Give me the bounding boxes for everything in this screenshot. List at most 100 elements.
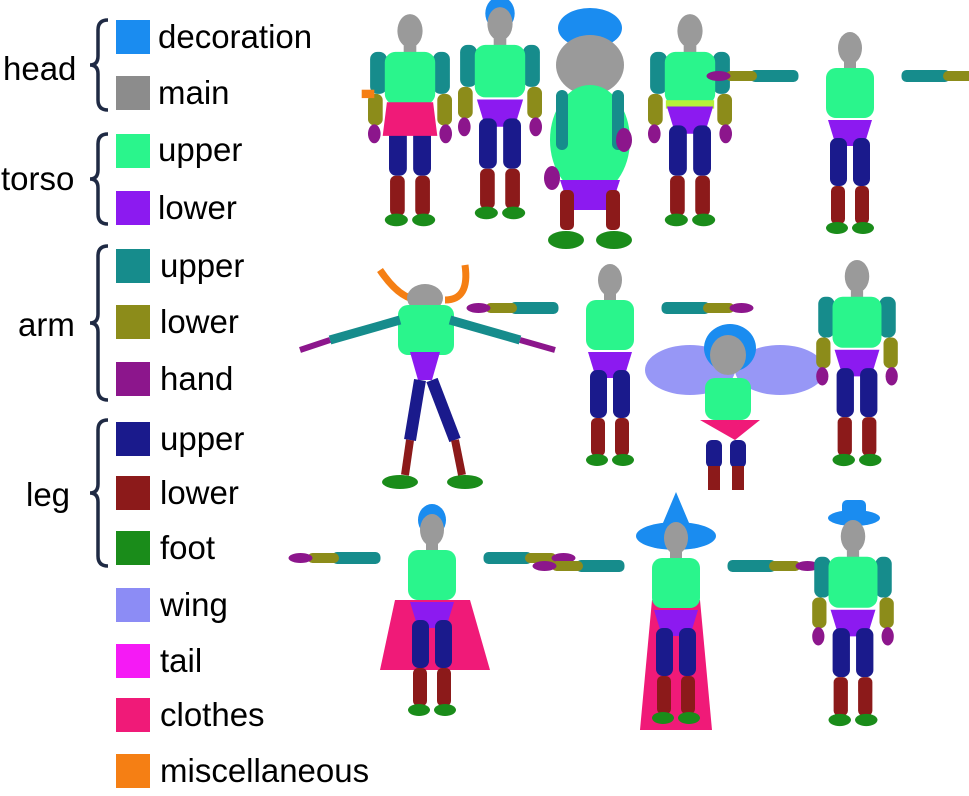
group-label-leg: leg bbox=[26, 476, 71, 513]
head bbox=[556, 35, 624, 95]
upper-arm-left bbox=[510, 302, 559, 314]
upper-leg-left bbox=[404, 379, 426, 441]
hand-right bbox=[795, 561, 820, 571]
lower-leg-right bbox=[615, 418, 629, 456]
hand-right bbox=[729, 303, 754, 313]
horn-right bbox=[444, 264, 470, 304]
hand-right bbox=[885, 367, 898, 386]
upper-leg-right bbox=[730, 440, 746, 468]
lower-arm-right bbox=[943, 71, 969, 81]
neck bbox=[403, 45, 417, 54]
lower-leg-left bbox=[833, 677, 848, 716]
swatch-wing bbox=[116, 588, 150, 622]
head bbox=[487, 7, 513, 41]
lower-leg-left bbox=[401, 439, 414, 476]
lower-leg-left bbox=[837, 417, 852, 456]
lower-leg-left bbox=[708, 466, 720, 490]
hand-left bbox=[648, 124, 661, 144]
character-6 bbox=[299, 264, 556, 489]
upper-torso bbox=[550, 85, 630, 195]
foot-right bbox=[692, 213, 716, 227]
upper-torso bbox=[398, 305, 454, 355]
head bbox=[677, 14, 703, 48]
foot-left bbox=[548, 231, 584, 249]
swatch-torso-lower bbox=[116, 191, 150, 225]
misc-item bbox=[361, 89, 375, 99]
foot-right bbox=[502, 206, 526, 220]
neck bbox=[844, 62, 856, 70]
upper-torso bbox=[586, 300, 634, 350]
lower-leg-left bbox=[591, 418, 605, 456]
upper-leg-right bbox=[435, 620, 452, 668]
hand-left bbox=[816, 367, 829, 386]
upper-arm-left bbox=[328, 315, 402, 345]
swatch-leg-foot bbox=[116, 531, 150, 565]
upper-torso bbox=[384, 51, 436, 105]
upper-torso bbox=[832, 296, 882, 348]
neck bbox=[670, 552, 682, 560]
foot-left bbox=[832, 453, 855, 467]
swatch-clothes bbox=[116, 698, 150, 732]
swatch-torso-upper bbox=[116, 134, 150, 168]
lower-leg-right bbox=[606, 190, 620, 230]
lower-leg-right bbox=[451, 439, 466, 476]
head-decoration bbox=[558, 8, 622, 48]
hand-left bbox=[458, 117, 471, 137]
label-head-decoration: decoration bbox=[158, 18, 313, 55]
character-11 bbox=[288, 504, 576, 716]
foot-left bbox=[826, 222, 848, 234]
hat-top-decoration bbox=[842, 500, 866, 518]
lower-arm-right bbox=[883, 337, 898, 369]
lower-leg-right bbox=[681, 676, 695, 714]
label-head-main: main bbox=[158, 74, 230, 111]
lower-arm-left bbox=[725, 71, 757, 81]
character-5 bbox=[706, 32, 969, 234]
lower-leg-right bbox=[437, 668, 451, 706]
upper-torso bbox=[705, 378, 751, 420]
hand-right bbox=[529, 117, 542, 137]
upper-leg-left bbox=[830, 138, 847, 186]
upper-torso bbox=[652, 558, 700, 608]
lower-leg-left bbox=[670, 175, 685, 216]
upper-leg-right bbox=[693, 125, 711, 176]
label-leg-foot: foot bbox=[160, 529, 216, 566]
head bbox=[844, 260, 870, 293]
character-3 bbox=[544, 8, 632, 249]
neck bbox=[493, 38, 507, 47]
upper-arm-left bbox=[814, 556, 831, 598]
lower-arm-left bbox=[368, 93, 383, 126]
hand-right bbox=[881, 627, 894, 646]
lower-arm-right bbox=[717, 93, 732, 126]
lower-arm-left bbox=[551, 561, 583, 571]
character-15 bbox=[812, 520, 894, 727]
upper-leg-right bbox=[860, 368, 878, 418]
upper-arm-left bbox=[650, 51, 667, 94]
upper-leg-right bbox=[856, 628, 874, 678]
swatch-miscellaneous bbox=[116, 754, 150, 788]
upper-torso bbox=[408, 550, 456, 600]
brace-arm bbox=[88, 244, 110, 402]
upper-leg-left bbox=[412, 620, 429, 668]
upper-leg-right bbox=[613, 370, 630, 418]
lower-leg-left bbox=[413, 668, 427, 706]
upper-arm-right bbox=[448, 315, 522, 345]
upper-arm-right bbox=[433, 51, 450, 94]
foot-left bbox=[384, 213, 408, 227]
label-torso-upper: upper bbox=[158, 131, 243, 168]
lower-arm-left bbox=[648, 93, 663, 126]
group-label-arm: arm bbox=[18, 306, 75, 343]
swatch-tail bbox=[116, 644, 150, 678]
label-miscellaneous: miscellaneous bbox=[160, 752, 370, 789]
lower-arm-left bbox=[816, 337, 831, 369]
group-label-head: head bbox=[3, 50, 77, 87]
upper-torso bbox=[826, 68, 874, 118]
upper-leg-right bbox=[413, 125, 431, 176]
lower-torso bbox=[560, 180, 620, 210]
label-leg-upper: upper bbox=[160, 420, 245, 457]
upper-leg-left bbox=[669, 125, 687, 176]
neck bbox=[604, 294, 616, 302]
upper-leg-left bbox=[656, 628, 673, 676]
lower-torso bbox=[410, 352, 440, 380]
upper-leg-left bbox=[706, 440, 722, 468]
